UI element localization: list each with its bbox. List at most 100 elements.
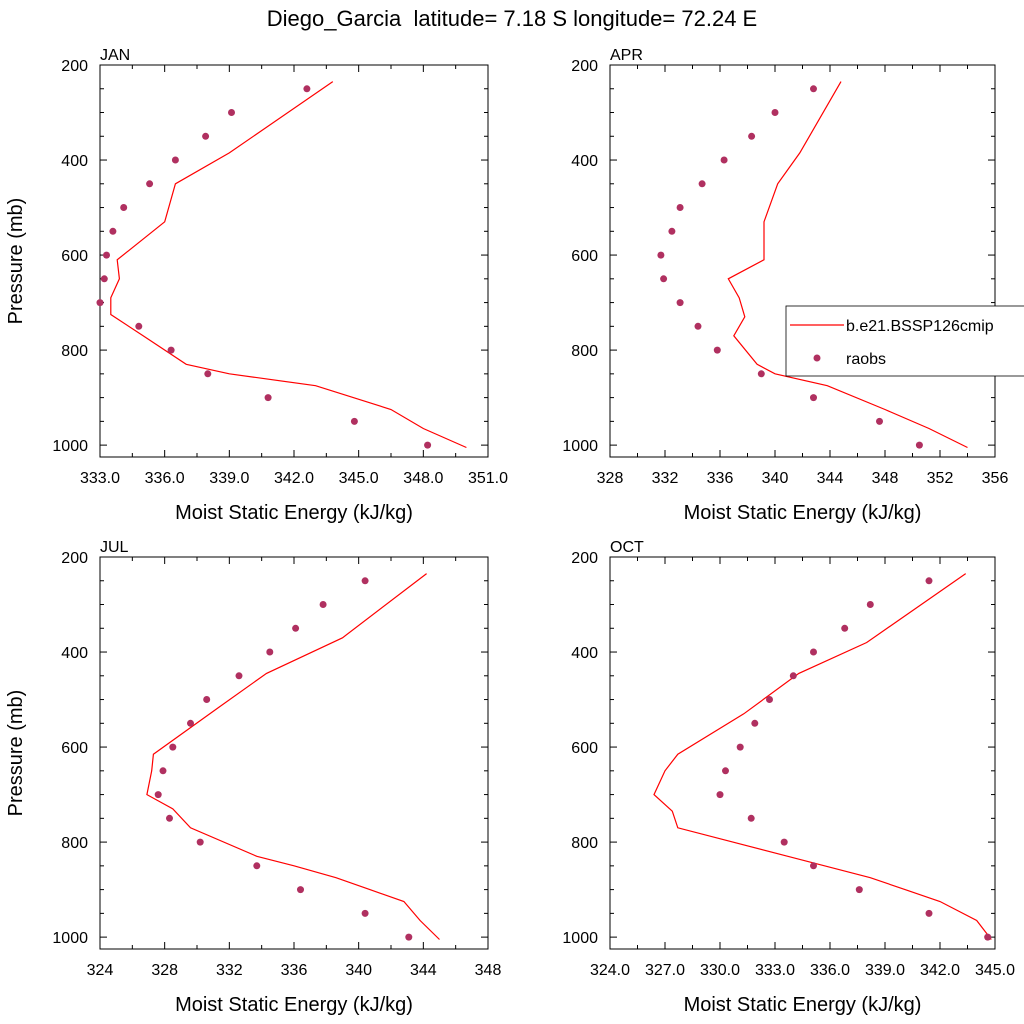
raobs-point-oct <box>925 909 933 917</box>
panel-frame-jul <box>99 556 489 950</box>
y-tick-label-oct: 800 <box>571 835 598 852</box>
raobs-point-jan <box>167 346 175 354</box>
y-tick-label-jul: 200 <box>61 550 88 567</box>
panel-frame-apr <box>609 64 996 458</box>
x-axis-label-jan: Moist Static Energy (kJ/kg) <box>175 502 413 524</box>
raobs-point-apr <box>771 109 779 116</box>
y-axis-label-jul: Pressure (mb) <box>5 690 27 817</box>
raobs-point-oct <box>789 672 797 680</box>
x-tick-label-jan: 333.0 <box>80 470 120 487</box>
raobs-point-oct <box>722 767 729 775</box>
x-axis-label-jul: Moist Static Energy (kJ/kg) <box>175 994 413 1016</box>
raobs-point-jan <box>350 417 358 425</box>
raobs-point-apr <box>676 299 684 307</box>
x-tick-label-jul: 324 <box>87 962 114 979</box>
legend-box <box>785 305 1024 377</box>
raobs-point-apr <box>698 180 706 188</box>
y-axis-label-jan: Pressure (mb) <box>5 198 27 325</box>
raobs-point-jul <box>361 909 369 917</box>
model-line-jul <box>146 573 440 940</box>
x-tick-label-apr: 332 <box>652 470 679 487</box>
y-tick-label-oct: 200 <box>571 550 598 567</box>
x-tick-label-jan: 348.0 <box>403 470 443 487</box>
x-tick-label-apr: 356 <box>982 470 1009 487</box>
x-tick-label-jul: 348 <box>475 962 502 979</box>
y-tick-label-apr: 600 <box>571 248 598 265</box>
y-tick-label-oct: 600 <box>571 740 598 757</box>
raobs-point-apr <box>810 394 817 402</box>
raobs-point-jan <box>96 299 104 307</box>
x-tick-label-oct: 330.0 <box>700 962 740 979</box>
y-tick-label-jan: 800 <box>61 343 88 360</box>
raobs-point-jul <box>159 767 167 775</box>
panel-label-jul: JUL <box>100 539 129 556</box>
raobs-point-apr <box>668 227 676 235</box>
raobs-point-apr <box>660 275 668 283</box>
raobs-point-oct <box>925 577 933 585</box>
x-tick-label-apr: 340 <box>762 470 789 487</box>
raobs-point-oct <box>855 886 863 894</box>
x-tick-label-jul: 344 <box>410 962 437 979</box>
raobs-point-oct <box>736 743 744 751</box>
raobs-point-jan <box>146 180 154 188</box>
panel-frame-jan <box>99 64 489 458</box>
raobs-point-jan <box>100 275 108 283</box>
model-line-apr <box>727 81 968 449</box>
raobs-point-oct <box>810 862 817 870</box>
model-line-oct <box>653 573 992 940</box>
raobs-point-oct <box>751 719 759 727</box>
raobs-point-jan <box>202 132 210 140</box>
raobs-point-apr <box>748 132 756 140</box>
raobs-point-apr <box>757 370 765 378</box>
legend-raobs-marker <box>813 354 821 362</box>
x-tick-label-oct: 342.0 <box>920 962 960 979</box>
x-tick-label-oct: 336.0 <box>810 962 850 979</box>
raobs-point-jul <box>319 601 327 608</box>
x-tick-label-oct: 327.0 <box>645 962 685 979</box>
raobs-point-apr <box>713 346 721 354</box>
raobs-point-oct <box>841 624 849 632</box>
raobs-point-jan <box>120 204 128 211</box>
raobs-point-jul <box>166 814 173 822</box>
y-tick-label-apr: 400 <box>571 153 598 170</box>
raobs-point-jan <box>264 394 272 402</box>
raobs-point-jan <box>109 227 117 235</box>
raobs-point-jan <box>103 251 110 259</box>
raobs-point-jul <box>154 791 162 799</box>
y-tick-label-apr: 1000 <box>562 438 598 455</box>
raobs-point-jul <box>235 672 243 680</box>
raobs-point-jul <box>297 886 304 894</box>
x-axis-label-oct: Moist Static Energy (kJ/kg) <box>684 994 922 1016</box>
y-tick-label-apr: 800 <box>571 343 598 360</box>
panel-label-oct: OCT <box>610 539 644 556</box>
x-tick-label-apr: 348 <box>872 470 899 487</box>
x-tick-label-jan: 336.0 <box>145 470 185 487</box>
x-tick-label-oct: 345.0 <box>975 962 1015 979</box>
x-tick-label-jan: 339.0 <box>209 470 249 487</box>
raobs-point-oct <box>984 933 992 941</box>
panel-frame-oct <box>609 556 996 950</box>
y-tick-label-jul: 400 <box>61 645 88 662</box>
x-tick-label-oct: 333.0 <box>755 962 795 979</box>
raobs-point-apr <box>694 322 702 330</box>
raobs-point-jan <box>204 370 212 378</box>
raobs-point-jul <box>253 862 261 870</box>
x-tick-label-jul: 332 <box>216 962 243 979</box>
y-tick-label-jul: 1000 <box>52 930 88 947</box>
raobs-point-jul <box>169 743 177 751</box>
raobs-point-oct <box>766 696 773 703</box>
raobs-point-jul <box>203 696 211 703</box>
y-tick-label-oct: 1000 <box>562 930 598 947</box>
y-tick-label-jan: 400 <box>61 153 88 170</box>
legend-model-label: b.e21.BSSP126cmip <box>846 318 994 335</box>
x-tick-label-jul: 336 <box>281 962 308 979</box>
y-tick-label-apr: 200 <box>571 58 598 75</box>
raobs-point-apr <box>720 156 728 164</box>
raobs-point-apr <box>810 85 817 93</box>
raobs-point-jan <box>228 109 235 116</box>
y-tick-label-jan: 200 <box>61 58 88 75</box>
raobs-point-oct <box>716 791 724 799</box>
x-tick-label-oct: 339.0 <box>865 962 905 979</box>
raobs-point-jan <box>171 156 179 164</box>
